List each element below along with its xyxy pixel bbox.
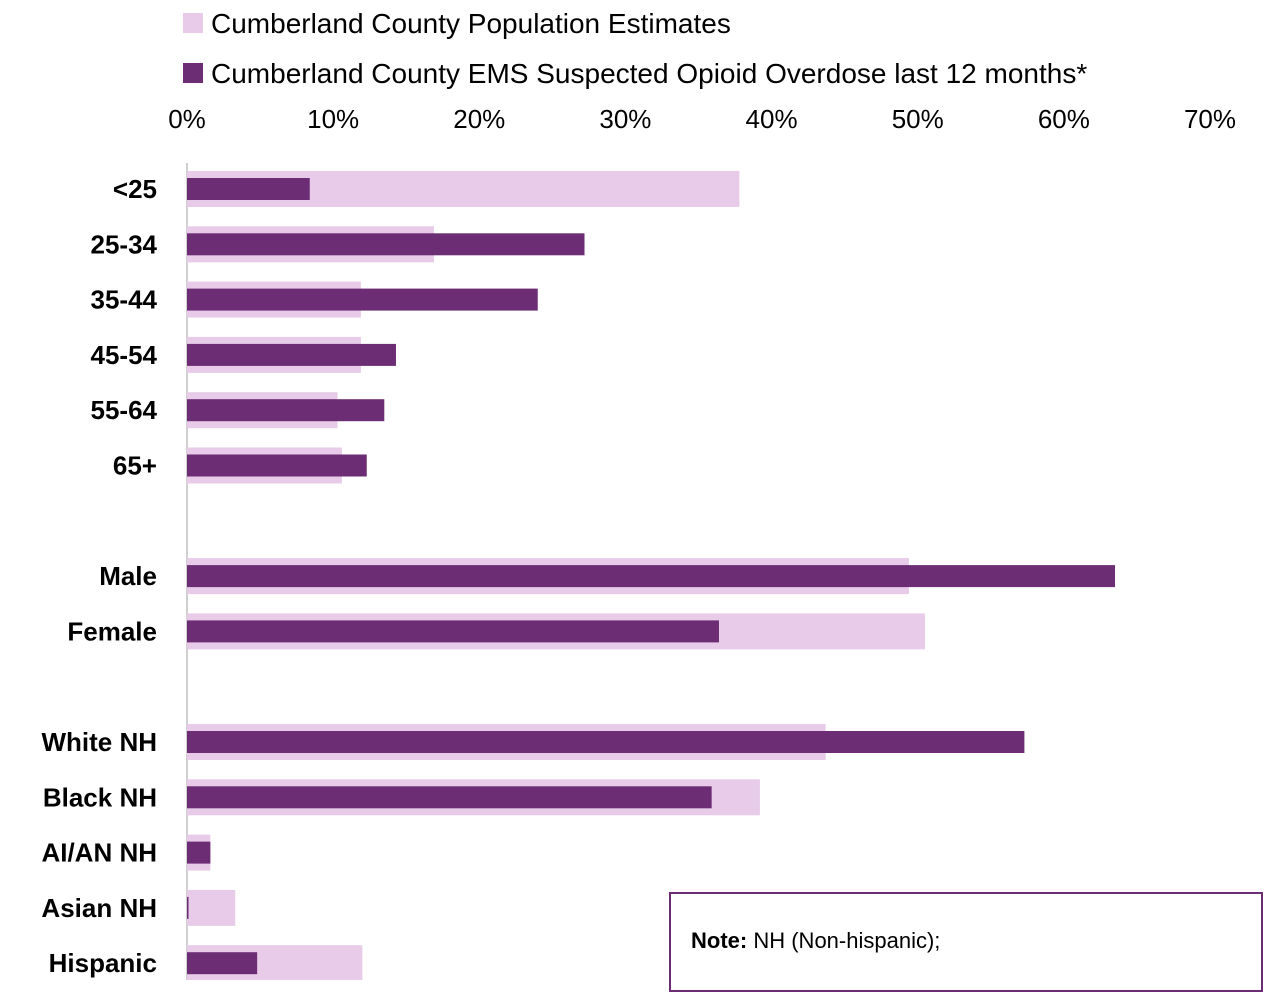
category-label-7: Female xyxy=(67,616,157,646)
category-label-0: <25 xyxy=(113,174,157,204)
category-label-11: Asian NH xyxy=(41,893,157,923)
category-label-3: 45-54 xyxy=(91,340,158,370)
x-tick-label-3: 30% xyxy=(599,104,651,134)
category-labels: <25 25-34 35-44 45-54 55-64 65+ Male Female Whit… xyxy=(41,174,157,978)
ems-series xyxy=(187,178,1116,975)
x-tick-label-2: 20% xyxy=(453,104,505,134)
bar-ems-1 xyxy=(187,233,585,256)
category-label-12: Hispanic xyxy=(49,948,157,978)
bar-ems-7 xyxy=(187,620,719,643)
bar-ems-10 xyxy=(187,841,211,864)
legend: Cumberland County Population Estimates Cu… xyxy=(183,8,1087,89)
x-axis: 0% 10% 20% 30% 40% 50% 60% 70% xyxy=(168,104,1236,134)
category-label-10: AI/AN NH xyxy=(41,838,157,868)
bar-ems-3 xyxy=(187,343,396,366)
legend-label-1: Cumberland County Population Estimates xyxy=(211,8,731,39)
legend-swatch-1 xyxy=(183,13,203,33)
bar-ems-5 xyxy=(187,454,367,477)
category-label-6: Male xyxy=(99,561,157,591)
x-tick-label-7: 70% xyxy=(1184,104,1236,134)
x-tick-label-4: 40% xyxy=(746,104,798,134)
x-tick-label-6: 60% xyxy=(1038,104,1090,134)
note-box: Note: NH (Non-hispanic); xyxy=(669,892,1263,992)
note-text: Note: NH (Non-hispanic); xyxy=(691,928,940,954)
category-label-8: White NH xyxy=(41,727,157,757)
category-label-9: Black NH xyxy=(43,782,157,812)
category-label-5: 65+ xyxy=(113,451,157,481)
bar-ems-0 xyxy=(187,178,310,200)
x-tick-label-1: 10% xyxy=(307,104,359,134)
legend-label-2: Cumberland County EMS Suspected Opioid O… xyxy=(211,58,1087,89)
category-label-4: 55-64 xyxy=(91,395,158,425)
bar-ems-12 xyxy=(187,952,258,975)
x-tick-label-0: 0% xyxy=(168,104,206,134)
bar-ems-2 xyxy=(187,288,538,311)
bar-ems-4 xyxy=(187,399,385,422)
bar-ems-6 xyxy=(187,565,1116,588)
note-body: NH (Non-hispanic); xyxy=(753,928,941,953)
bar-population-11 xyxy=(187,889,236,926)
category-label-2: 35-44 xyxy=(91,285,158,315)
legend-swatch-2 xyxy=(183,63,203,83)
bar-ems-9 xyxy=(187,786,712,809)
x-tick-label-5: 50% xyxy=(892,104,944,134)
category-label-1: 25-34 xyxy=(91,229,158,259)
note-label: Note: xyxy=(691,928,748,953)
bar-ems-8 xyxy=(187,731,1025,753)
bar-ems-11 xyxy=(187,896,189,919)
